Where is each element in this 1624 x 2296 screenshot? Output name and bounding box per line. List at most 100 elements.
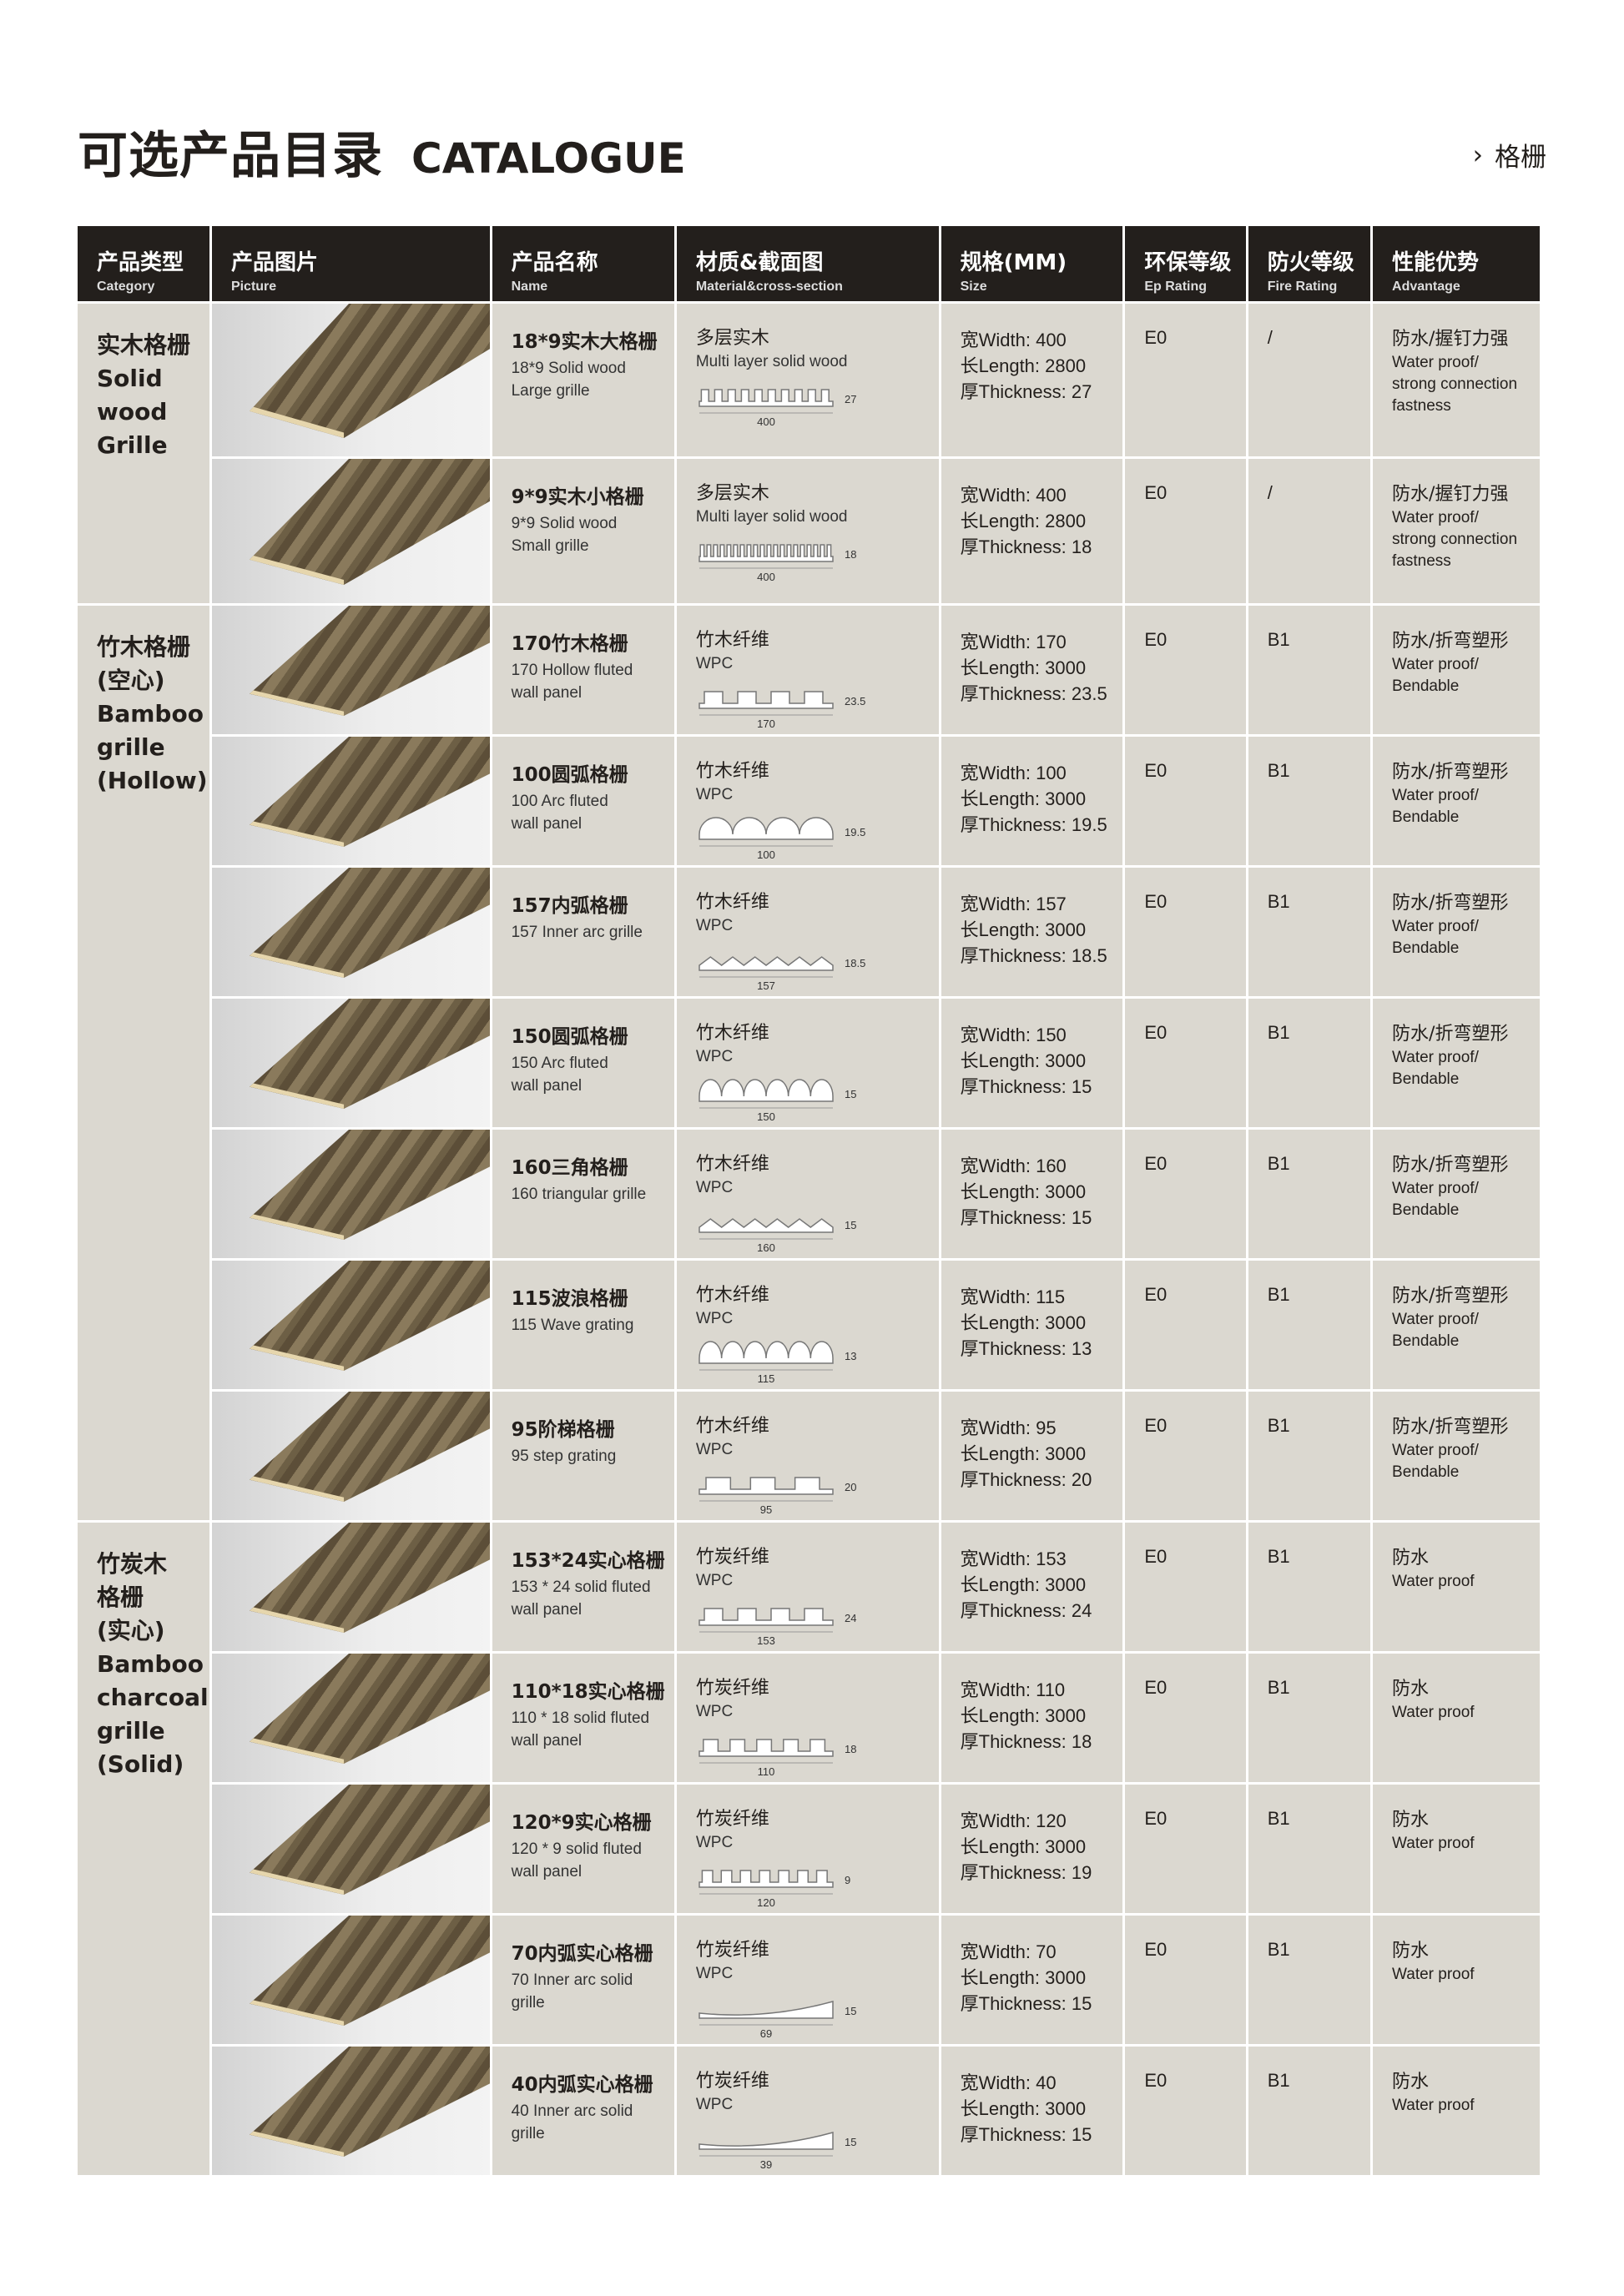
fire-rating: B1 (1248, 606, 1371, 734)
width-dimension: 120 (757, 1896, 775, 1909)
size-length: 长Length: 2800 (960, 355, 1087, 376)
advantage-cell: 防水/折弯塑形 Water proof/ Bendable (1373, 868, 1540, 996)
product-name-en: 160 triangular grille (511, 1186, 647, 1203)
thickness-dimension: 24 (845, 1612, 856, 1624)
column-header: 规格(MM) Size (941, 226, 1123, 301)
advantage-cn: 防水/折弯塑形 (1392, 762, 1509, 783)
material-en: WPC (695, 1703, 734, 1720)
product-picture (211, 868, 490, 996)
cross-section-diagram: 400 18 (699, 544, 856, 583)
grille-panel-image (249, 1392, 490, 1502)
product-picture (211, 1392, 490, 1520)
grille-panel-image (249, 459, 490, 585)
name-cell: 157内弧格栅 157 Inner arc grille (492, 868, 674, 996)
material-en: WPC (695, 917, 734, 934)
material-cn: 竹木纤维 (695, 761, 769, 782)
product-picture (211, 1654, 490, 1782)
product-name-cn: 157内弧格栅 (511, 895, 628, 917)
material-cell: 竹木纤维 WPC 170 23.5 (676, 606, 939, 734)
ep-rating: E0 (1125, 1130, 1246, 1258)
advantage-cell: 防水/折弯塑形 Water proof/ Bendable (1373, 999, 1540, 1127)
category-cell: 竹炭木 格栅 (实心) Bamboo charcoal grille (Soli… (78, 1523, 209, 2175)
grille-panel-image (249, 1261, 490, 1371)
grille-panel-image (249, 737, 490, 847)
advantage-en: Water proof/ strong connection fastness (1392, 354, 1518, 415)
size-thickness: 厚Thickness: 23.5 (960, 683, 1107, 704)
size-thickness: 厚Thickness: 18.5 (960, 945, 1107, 966)
table-row: 115波浪格栅 115 Wave grating 竹木纤维 WPC 115 13 宽… (78, 1261, 1540, 1389)
thickness-dimension: 20 (845, 1481, 856, 1493)
width-dimension: 95 (760, 1503, 772, 1516)
product-name-cn: 40内弧实心格栅 (511, 2074, 653, 2096)
size-thickness: 厚Thickness: 20 (960, 1469, 1092, 1490)
advantage-cell: 防水/折弯塑形 Water proof/ Bendable (1373, 1261, 1540, 1389)
product-name-en: 157 Inner arc grille (511, 924, 643, 941)
size-length: 长Length: 3000 (960, 1050, 1087, 1071)
cross-section-profile (699, 1341, 834, 1364)
cross-section-diagram: 100 19.5 (699, 817, 865, 861)
material-cell: 竹炭纤维 WPC 120 9 (676, 1785, 939, 1913)
advantage-cn: 防水/折弯塑形 (1392, 1155, 1509, 1176)
column-header-cn: 产品图片 (230, 249, 318, 275)
breadcrumb[interactable]: › 格栅 (1473, 136, 1546, 174)
table-row: 150圆弧格栅 150 Arc fluted wall panel 竹木纤维 WPC… (78, 999, 1540, 1127)
ep-rating: E0 (1125, 737, 1246, 865)
advantage-en: Water proof/ Bendable (1392, 656, 1479, 695)
size-length: 长Length: 3000 (960, 1967, 1087, 1988)
advantage-cell: 防水/折弯塑形 Water proof/ Bendable (1373, 1392, 1540, 1520)
column-header-en: Category (97, 279, 155, 294)
advantage-en: Water proof/ Bendable (1392, 1049, 1479, 1088)
ep-rating: E0 (1125, 1261, 1246, 1389)
size-width: 宽Width: 157 (960, 894, 1067, 914)
size-thickness: 厚Thickness: 13 (960, 1338, 1092, 1359)
material-cell: 竹炭纤维 WPC 69 15 (676, 1916, 939, 2044)
size-width: 宽Width: 120 (960, 1810, 1067, 1831)
advantage-cn: 防水/握钉力强 (1392, 329, 1509, 350)
cross-section-diagram: 95 20 (699, 1477, 856, 1516)
advantage-en: Water proof (1392, 2097, 1475, 2114)
name-cell: 115波浪格栅 115 Wave grating (492, 1261, 674, 1389)
ep-rating: E0 (1125, 304, 1246, 456)
size-thickness: 厚Thickness: 15 (960, 2124, 1092, 2145)
cross-section-diagram: 153 24 (699, 1608, 856, 1647)
cross-section-profile (699, 1739, 834, 1757)
material-en: WPC (695, 1048, 734, 1065)
advantage-cn: 防水/折弯塑形 (1392, 1024, 1509, 1045)
product-name-en: 170 Hollow fluted wall panel (511, 662, 633, 702)
size-length: 长Length: 3000 (960, 1836, 1087, 1857)
product-name-cn: 70内弧实心格栅 (511, 1943, 653, 1965)
grille-panel-image (249, 304, 490, 438)
product-name-en: 115 Wave grating (511, 1317, 634, 1334)
column-header: 产品图片 Picture (211, 226, 490, 301)
advantage-cn: 防水 (1392, 1548, 1430, 1568)
table-row: 实木格栅 Solid wood Grille 18*9实木大格栅 18*9 Sol… (78, 304, 1540, 603)
product-name-cn: 95阶梯格栅 (511, 1419, 615, 1441)
size-width: 宽Width: 110 (960, 1679, 1066, 1700)
cross-section-profile (699, 1608, 834, 1626)
material-cn: 竹木纤维 (695, 630, 769, 651)
advantage-cell: 防水 Water proof (1373, 1785, 1540, 1913)
ep-rating: E0 (1125, 606, 1246, 734)
size-width: 宽Width: 170 (960, 632, 1067, 652)
table-row: 120*9实心格栅 120 * 9 solid fluted wall panel… (78, 1785, 1540, 1913)
cross-section-profile (699, 1218, 834, 1233)
table-row: 95阶梯格栅 95 step grating 竹木纤维 WPC 95 20 宽Wid… (78, 1392, 1540, 1520)
product-name-cn: 170竹木格栅 (511, 633, 628, 655)
fire-rating: B1 (1248, 1130, 1371, 1258)
column-header-en: Size (960, 279, 987, 294)
advantage-cn: 防水/折弯塑形 (1392, 893, 1509, 914)
cross-section-diagram: 160 15 (699, 1218, 856, 1254)
product-name-en: 95 step grating (511, 1448, 617, 1465)
material-en: WPC (695, 655, 734, 672)
size-width: 宽Width: 150 (960, 1025, 1067, 1045)
material-en: WPC (695, 2096, 734, 2113)
advantage-cn: 防水 (1392, 2072, 1430, 2092)
size-width: 宽Width: 70 (960, 1941, 1057, 1962)
material-cell: 竹木纤维 WPC 150 15 (676, 999, 939, 1127)
material-cell: 多层实木 Multi layer solid wood 400 18 (676, 459, 939, 603)
size-length: 长Length: 3000 (960, 1574, 1087, 1595)
size-thickness: 厚Thickness: 15 (960, 1076, 1092, 1097)
product-picture (211, 1130, 490, 1258)
name-cell: 95阶梯格栅 95 step grating (492, 1392, 674, 1520)
product-picture (211, 2047, 490, 2175)
